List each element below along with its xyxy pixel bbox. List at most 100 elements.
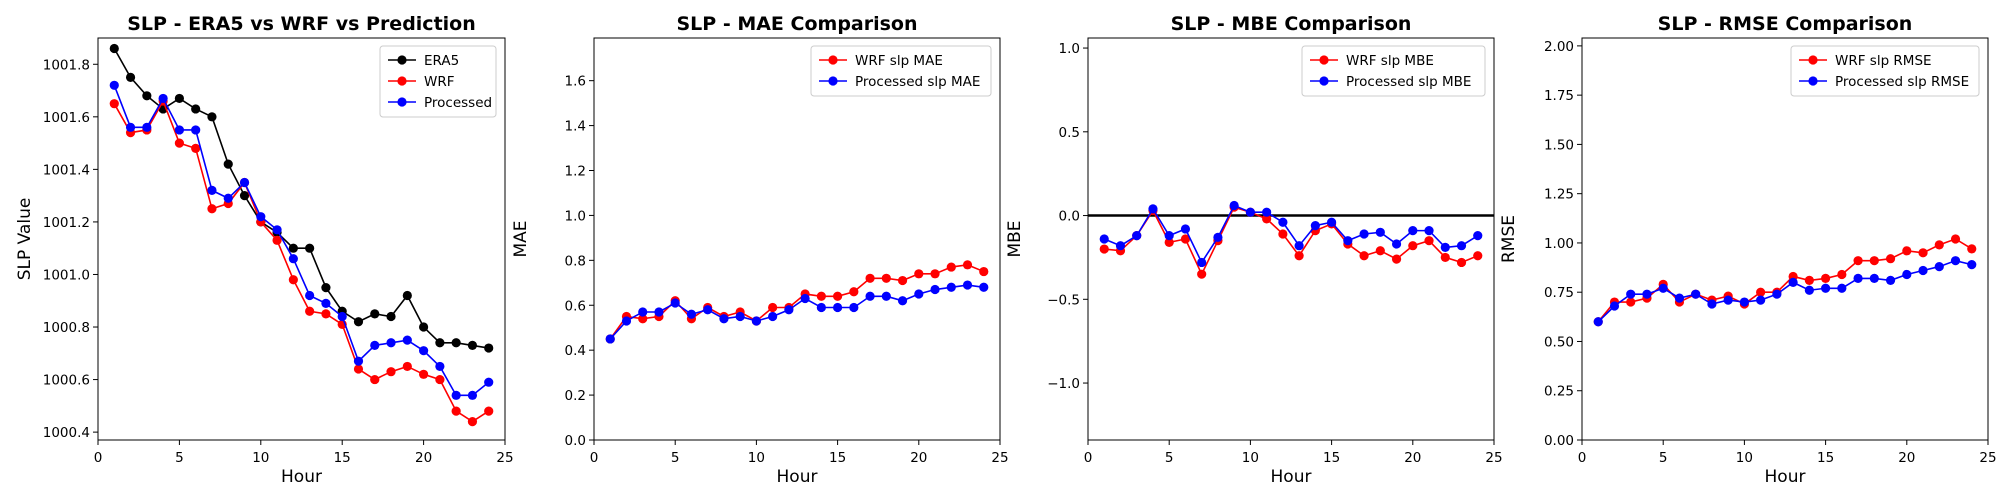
data-point [1934,240,1944,250]
y-tick-label: 0.0 [1059,209,1080,225]
data-point [288,254,298,264]
x-axis-label: Hour [777,467,818,487]
data-point [849,287,859,297]
data-point [1885,254,1896,264]
legend-label: WRF slp RMSE [1835,53,1932,69]
data-point [1359,251,1369,261]
data-point [1310,221,1320,231]
legend-box [810,45,992,97]
y-tick-label: 0.0 [565,433,586,449]
data-point [816,291,826,301]
y-tick-label: 0.4 [565,343,586,359]
y-tick-label: 1.0 [565,208,586,224]
y-tick-label: 1.2 [565,164,586,180]
data-point [1707,299,1717,309]
legend-marker [397,97,407,107]
y-tick-label: 1001.0 [43,267,90,283]
data-point [914,269,924,279]
data-point [370,309,380,319]
legend: WRF slp MAE Processed slp MAE [810,45,992,97]
x-tick-label: 25 [1485,450,1502,466]
data-point [1229,200,1239,211]
y-tick-label: 1000.4 [43,425,90,441]
data-point [768,311,778,322]
chart-panel-3: SLP - MBE Comparison 0 5 10 15 20 25 −1.0 −0.5 0.… [1005,13,1503,487]
data-point [174,125,184,135]
series-line [609,284,984,340]
data-point [962,260,973,270]
data-point [1902,246,1912,256]
data-point [1821,273,1831,284]
data-point [321,309,331,319]
data-point [1902,269,1912,280]
legend-marker [1319,76,1329,86]
chart-panel-2: SLP - MAE Comparison 0 5 10 15 20 25 0.0 0.2 0.4 0… [511,13,1009,487]
data-point [1440,242,1450,252]
data-point [142,122,152,132]
series-processed-slp-mae [605,280,989,344]
y-tick-label: −1.0 [1047,376,1080,392]
data-point [1099,244,1109,254]
y-tick-label: 1.6 [565,74,586,90]
legend-label: WRF slp MBE [1346,53,1434,69]
data-point [816,302,826,313]
data-point [174,93,184,104]
data-point [914,289,924,299]
data-point [1115,241,1126,251]
data-point [435,361,445,372]
data-point [1391,239,1402,249]
x-tick-label: 15 [334,450,351,466]
data-point [1772,289,1782,299]
data-point [1723,295,1733,305]
legend-marker [828,55,838,65]
y-tick-label: 1001.4 [43,162,90,178]
data-point [1213,232,1223,242]
legend-marker [1319,55,1329,65]
data-point [1180,224,1191,234]
data-point [435,338,445,348]
data-point [451,338,461,348]
data-point [1837,269,1847,280]
data-point [1473,231,1483,241]
data-point [1642,289,1652,299]
data-point [1180,234,1191,244]
y-tick-label: −0.5 [1047,292,1080,308]
data-point [1950,234,1961,244]
data-point [288,243,298,253]
data-point [1853,273,1863,284]
y-axis-label: MBE [1005,220,1025,257]
data-point [1739,297,1749,307]
data-point [484,343,494,353]
data-point [467,417,478,427]
x-tick-label: 5 [1165,450,1174,466]
data-point [670,298,680,308]
data-point [946,282,956,292]
data-point [1473,251,1483,261]
legend-box [1790,45,1980,97]
data-point [1593,317,1603,327]
data-point [288,275,298,285]
data-point [435,374,445,385]
data-point [272,225,282,235]
y-axis-label: RMSE [1499,215,1519,263]
data-point [719,314,729,324]
data-point [207,204,217,214]
y-tick-label: 1000.8 [43,320,90,336]
series-line [1103,204,1479,265]
data-point [1456,241,1467,251]
data-point [1788,277,1798,287]
data-point [1197,269,1207,279]
data-point [305,290,315,301]
y-axis-label: MAE [511,220,531,257]
data-point [1918,265,1928,276]
legend-label: Processed slp RMSE [1835,74,1969,90]
data-point [158,93,168,104]
legend-box [1301,45,1486,97]
data-point [1934,261,1944,272]
legend: ERA5 WRF Processed [379,45,497,118]
data-point [1950,256,1961,266]
y-tick-label: 1001.6 [43,110,90,126]
data-point [1343,236,1353,246]
data-point [1804,285,1814,295]
data-point [386,338,396,348]
